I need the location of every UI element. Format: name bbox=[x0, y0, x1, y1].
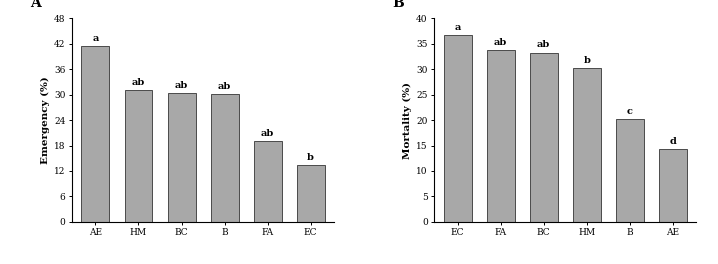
Text: a: a bbox=[454, 23, 461, 32]
Bar bbox=[573, 68, 601, 222]
Text: A: A bbox=[30, 0, 40, 10]
Bar bbox=[297, 164, 325, 222]
Text: ab: ab bbox=[175, 81, 188, 89]
Text: ab: ab bbox=[537, 40, 550, 49]
Text: a: a bbox=[93, 34, 98, 43]
Bar bbox=[530, 53, 558, 222]
Bar bbox=[659, 149, 687, 222]
Bar bbox=[253, 141, 281, 222]
Bar bbox=[167, 93, 195, 222]
Bar bbox=[487, 50, 515, 222]
Text: d: d bbox=[669, 137, 676, 146]
Bar bbox=[210, 94, 238, 222]
Text: c: c bbox=[627, 107, 633, 116]
Text: ab: ab bbox=[132, 78, 145, 87]
Text: ab: ab bbox=[261, 129, 274, 138]
Bar bbox=[616, 119, 644, 222]
Text: ab: ab bbox=[218, 82, 231, 91]
Bar bbox=[444, 35, 472, 222]
Text: B: B bbox=[392, 0, 404, 10]
Bar bbox=[81, 46, 109, 222]
Bar bbox=[124, 91, 152, 222]
Text: ab: ab bbox=[494, 38, 508, 47]
Text: b: b bbox=[583, 56, 590, 65]
Y-axis label: Mortality (%): Mortality (%) bbox=[403, 82, 412, 159]
Y-axis label: Emergency (%): Emergency (%) bbox=[41, 76, 50, 164]
Text: b: b bbox=[307, 153, 314, 162]
